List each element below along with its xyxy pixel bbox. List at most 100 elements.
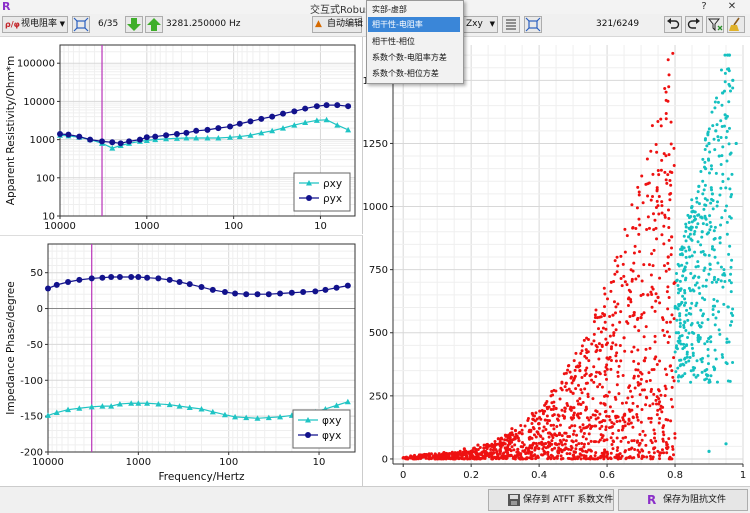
scatter-point-red — [547, 435, 551, 439]
scatter-point-red — [629, 421, 633, 425]
mode-select[interactable]: ρ/φ 视电阻率 ▼ — [2, 16, 68, 33]
scatter-point-cyan — [694, 304, 698, 308]
scatter-point-red — [604, 450, 608, 454]
scatter-point-red — [568, 426, 572, 430]
scatter-point-red — [418, 455, 422, 459]
scatter-point-red — [634, 277, 638, 281]
scatter-point-cyan — [723, 80, 727, 84]
save-impedance-button[interactable]: R 保存为阻抗文件 — [618, 489, 748, 511]
scatter-point-cyan — [703, 298, 707, 302]
coherence-scatter-chart[interactable]: 00.20.40.60.810250500750100012501500 — [363, 37, 750, 486]
redo-button[interactable] — [685, 16, 703, 33]
scatter-point-red — [661, 426, 665, 430]
y-tick-label: -100 — [20, 376, 43, 387]
scatter-point-red — [581, 435, 585, 439]
scatter-point-red — [608, 405, 612, 409]
data-point-xy — [198, 405, 205, 412]
scatter-point-red — [596, 385, 600, 389]
phase-chart[interactable]: 10000 1000 100 10 -200 -150 -100 -50 0 50 Impedanc… — [0, 236, 362, 487]
data-point-xy — [65, 406, 72, 413]
menu-item-count-resistivity-variance[interactable]: 系数个数-电阻率方差 — [372, 53, 447, 62]
scatter-point-cyan — [702, 165, 706, 169]
y-tick-label: -200 — [20, 448, 43, 459]
data-point-yx — [87, 136, 94, 143]
component-select-value: Zxy — [466, 19, 483, 29]
next-frequency-button[interactable] — [145, 16, 163, 33]
save-atft-button[interactable]: 保存到 ATFT 系数文件 — [488, 489, 614, 511]
scatter-point-cyan — [686, 335, 690, 339]
scatter-point-red — [650, 285, 654, 289]
scatter-point-red — [581, 401, 585, 405]
undo-button[interactable] — [664, 16, 682, 33]
scatter-point-cyan — [703, 183, 707, 187]
phase-panel: 10000 1000 100 10 -200 -150 -100 -50 0 50 Impedanc… — [0, 235, 363, 487]
help-button[interactable]: ? — [701, 1, 707, 12]
scatter-point-red — [596, 416, 600, 420]
scatter-point-red — [578, 425, 582, 429]
scatter-point-red — [667, 296, 671, 300]
data-point-xy — [215, 135, 222, 141]
scatter-point-red — [574, 439, 578, 443]
component-select[interactable]: Zxy ▼ — [462, 16, 498, 33]
previous-frequency-button[interactable] — [125, 16, 143, 33]
clear-button[interactable] — [727, 16, 745, 33]
menu-item-count-phase-variance[interactable]: 系数个数-相位方差 — [372, 69, 439, 78]
scatter-point-red — [632, 345, 636, 349]
scatter-point-cyan — [688, 306, 692, 310]
data-point-yx — [236, 120, 243, 127]
scatter-point-cyan — [682, 303, 686, 307]
scatter-point-red — [586, 395, 590, 399]
data-point-yx — [143, 134, 150, 141]
y-axis-label: Impedance Phase/degree — [5, 281, 17, 414]
scatter-point-red — [662, 433, 666, 437]
scatter-point-cyan — [693, 210, 697, 214]
auto-edit-button[interactable]: ▲ 自动编辑 — [312, 16, 363, 33]
scatter-point-red — [481, 455, 485, 459]
app-logo-icon: R — [647, 493, 657, 507]
scatter-point-red — [531, 441, 535, 445]
scatter-point-red — [638, 432, 642, 436]
resistivity-chart[interactable]: 10000 1000 100 10 10 100 1000 10000 100000Appare… — [0, 37, 362, 234]
scatter-point-cyan — [705, 198, 709, 202]
data-point-yx — [126, 138, 133, 145]
close-button[interactable]: ✕ — [727, 1, 737, 12]
scatter-point-red — [579, 411, 583, 415]
scatter-point-red — [618, 344, 622, 348]
scatter-point-cyan — [696, 222, 700, 226]
scatter-point-red — [503, 446, 507, 450]
scatter-point-red — [528, 435, 532, 439]
scatter-point-red — [564, 439, 568, 443]
fit-view-scatter-button[interactable] — [524, 16, 542, 33]
filter-button[interactable] — [706, 16, 724, 33]
scatter-point-red — [493, 442, 497, 446]
scatter-point-red — [636, 383, 640, 387]
scatter-point-red — [657, 194, 661, 198]
scatter-point-red — [617, 453, 621, 457]
data-point-xy — [128, 400, 135, 406]
scatter-point-cyan — [678, 314, 682, 318]
scatter-point-red — [597, 440, 601, 444]
scatter-point-red — [499, 436, 503, 440]
list-view-button[interactable] — [502, 16, 520, 33]
scatter-point-red — [611, 341, 615, 345]
fit-view-button[interactable] — [72, 16, 90, 33]
scatter-point-red — [635, 206, 639, 210]
scatter-point-red — [661, 439, 665, 443]
menu-item-coherence-resistivity[interactable]: 相干性-电阻率 — [368, 17, 460, 32]
scatter-point-cyan — [675, 318, 679, 322]
scatter-point-red — [593, 413, 597, 417]
scatter-point-cyan — [695, 359, 699, 363]
scatter-point-cyan — [707, 231, 711, 235]
scatter-point-cyan — [683, 289, 687, 293]
scatter-point-cyan — [715, 204, 719, 208]
scatter-point-cyan — [681, 362, 685, 366]
scatter-point-red — [668, 179, 672, 183]
menu-item-real-imag[interactable]: 实部-虚部 — [372, 5, 407, 14]
chevron-down-icon: ▼ — [59, 20, 65, 28]
scatter-point-red — [629, 300, 633, 304]
menu-item-coherence-phase[interactable]: 相干性-相位 — [372, 37, 415, 46]
scatter-point-red — [519, 423, 523, 427]
scatter-point-red — [666, 307, 670, 311]
scatter-point-red — [598, 348, 602, 353]
filter-icon — [707, 18, 723, 32]
